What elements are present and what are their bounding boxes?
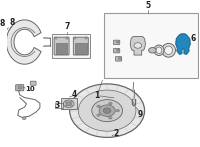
FancyBboxPatch shape [113,40,120,45]
Circle shape [70,105,72,106]
FancyBboxPatch shape [54,37,69,55]
Circle shape [78,90,136,131]
Circle shape [97,114,100,116]
FancyBboxPatch shape [56,43,67,54]
Text: 6: 6 [191,34,196,43]
FancyBboxPatch shape [75,43,87,54]
Polygon shape [176,34,190,54]
Circle shape [116,49,119,51]
Text: 8: 8 [10,18,15,27]
FancyBboxPatch shape [115,57,122,61]
Polygon shape [130,37,146,55]
Ellipse shape [156,47,162,54]
FancyBboxPatch shape [55,37,57,39]
Circle shape [66,102,71,106]
Circle shape [116,41,119,43]
Ellipse shape [165,46,173,55]
FancyBboxPatch shape [74,37,76,39]
Circle shape [92,100,122,122]
Circle shape [70,101,72,102]
Circle shape [22,117,26,120]
FancyBboxPatch shape [85,37,87,39]
Text: 10: 10 [25,86,35,92]
Circle shape [116,109,119,112]
Text: 9: 9 [138,110,143,119]
Ellipse shape [162,43,175,57]
FancyBboxPatch shape [18,86,22,89]
Circle shape [63,100,74,108]
Circle shape [65,101,67,102]
Text: 8: 8 [0,19,5,28]
Text: 1: 1 [95,91,100,100]
Circle shape [134,43,142,48]
Circle shape [103,108,111,113]
Circle shape [109,117,112,119]
Text: 5: 5 [146,1,151,10]
Ellipse shape [154,45,164,56]
Text: 4: 4 [71,90,77,99]
Circle shape [109,102,112,105]
FancyBboxPatch shape [66,37,68,39]
Polygon shape [6,20,41,64]
FancyBboxPatch shape [73,37,88,55]
Circle shape [99,105,115,116]
FancyBboxPatch shape [61,98,77,109]
Text: 2: 2 [113,129,118,138]
Circle shape [70,84,145,137]
FancyBboxPatch shape [104,13,198,78]
FancyBboxPatch shape [16,85,24,91]
Circle shape [149,47,156,53]
Circle shape [65,105,67,106]
Circle shape [97,105,100,107]
Text: 7: 7 [65,22,70,31]
Circle shape [118,58,121,60]
FancyBboxPatch shape [52,34,90,58]
FancyBboxPatch shape [113,48,120,53]
Text: 3: 3 [55,101,60,110]
FancyBboxPatch shape [30,81,36,85]
